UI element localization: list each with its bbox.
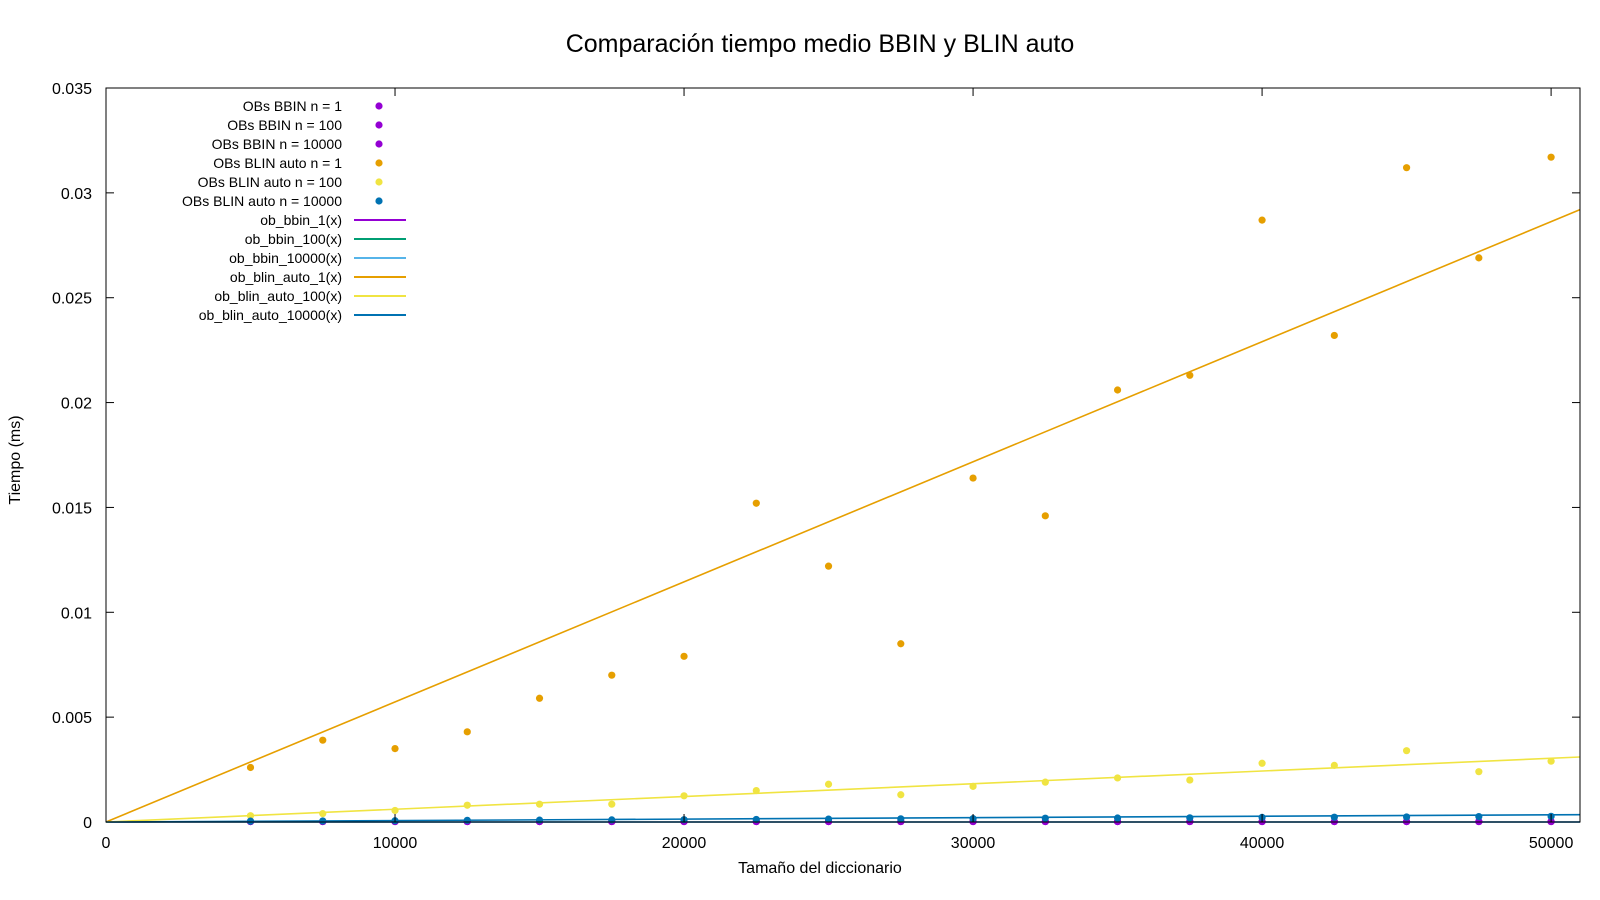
x-tick-label: 40000	[1240, 835, 1285, 852]
x-axis-label: Tamaño del diccionario	[738, 860, 902, 877]
legend-label: ob_blin_auto_10000(x)	[199, 307, 342, 323]
data-point-s3-7	[752, 499, 760, 507]
data-point-s4-5	[608, 800, 616, 808]
data-point-s3-16	[1402, 164, 1411, 172]
y-tick-label: 0.035	[52, 81, 92, 98]
data-point-s3-9	[897, 640, 905, 648]
data-point-s3-10	[969, 474, 977, 482]
data-point-s4-1	[319, 810, 327, 818]
axis-ticks: 0 10000 20000 30000 40000 50000 0 0.005 0.01 0.01…	[52, 81, 1580, 852]
legend-label: ob_bbin_100(x)	[245, 231, 342, 247]
y-axis-label: Tiempo (ms)	[7, 415, 24, 504]
data-point-s5-11	[1041, 814, 1049, 822]
data-point-s4-6	[680, 792, 688, 800]
legend-marker	[375, 140, 383, 148]
x-tick-label: 20000	[662, 835, 707, 852]
data-point-s5-7	[752, 815, 760, 824]
legend-label: ob_bbin_1(x)	[260, 212, 342, 228]
data-point-s4-4	[535, 800, 544, 808]
legend-label: ob_blin_auto_1(x)	[230, 269, 342, 285]
y-tick-label: 0.01	[61, 605, 92, 622]
data-point-s5-9	[897, 815, 905, 823]
data-point-s4-16	[1402, 747, 1411, 755]
data-point-s4-0	[246, 812, 255, 820]
data-point-s4-18	[1547, 757, 1555, 765]
legend-marker	[375, 178, 383, 186]
series-line-11	[105, 813, 1581, 823]
chart-title: Comparación tiempo medio BBIN y BLIN aut…	[566, 30, 1075, 58]
data-point-s3-14	[1258, 216, 1266, 224]
data-point-s4-15	[1330, 761, 1338, 769]
y-tick-label: 0	[83, 815, 92, 832]
data-point-s4-12	[1113, 774, 1122, 782]
data-point-s5-17	[1475, 812, 1483, 821]
data-point-s3-18	[1547, 153, 1555, 161]
data-point-s4-13	[1186, 776, 1194, 784]
y-tick-label: 0.03	[61, 186, 92, 203]
legend-marker	[375, 121, 383, 129]
plot-frame	[105, 87, 1581, 823]
legend-marker	[375, 197, 383, 205]
data-point-s5-3	[463, 816, 471, 824]
legend-label: OBs BBIN n = 10000	[212, 136, 343, 152]
data-point-s4-11	[1041, 778, 1049, 786]
data-point-s3-0	[246, 763, 255, 772]
legend-label: OBs BBIN n = 100	[227, 117, 342, 133]
legend-label: OBs BBIN n = 1	[243, 98, 342, 114]
x-tick-label: 10000	[373, 835, 418, 852]
y-tick-label: 0.005	[52, 710, 92, 727]
legend-marker	[375, 159, 383, 167]
data-point-s5-16	[1402, 813, 1411, 821]
data-point-s4-14	[1258, 759, 1266, 767]
legend-label: ob_blin_auto_100(x)	[214, 288, 342, 304]
data-point-s5-12	[1113, 814, 1122, 822]
data-point-s3-11	[1041, 512, 1049, 520]
x-tick-label: 0	[102, 835, 111, 852]
data-point-s3-12	[1113, 386, 1122, 394]
legend-label: OBs BLIN auto n = 100	[198, 174, 343, 190]
legend-label: OBs BLIN auto n = 10000	[182, 193, 342, 209]
y-tick-label: 0.015	[52, 500, 92, 517]
data-point-s5-4	[535, 816, 544, 824]
y-tick-label: 0.025	[52, 291, 92, 308]
data-point-s3-4	[535, 694, 544, 702]
legend: OBs BBIN n = 1 OBs BBIN n = 100 OBs BBIN n…	[182, 98, 406, 323]
y-tick-label: 0.02	[61, 396, 92, 413]
legend-label: ob_bbin_10000(x)	[229, 250, 342, 266]
data-point-s3-5	[608, 671, 616, 679]
data-point-s3-8	[824, 562, 833, 570]
x-tick-label: 50000	[1529, 835, 1574, 852]
data-point-s5-0	[246, 817, 255, 825]
data-point-s5-1	[319, 817, 327, 825]
data-point-s4-3	[463, 801, 471, 809]
data-point-s5-13	[1186, 814, 1194, 822]
data-point-s3-2	[391, 745, 399, 753]
series-line-10	[105, 756, 1581, 823]
data-point-s4-9	[897, 791, 905, 799]
data-point-s3-3	[463, 728, 471, 736]
data-point-s4-10	[969, 782, 977, 790]
data-point-s4-2	[391, 806, 399, 815]
data-point-s3-13	[1186, 371, 1194, 379]
legend-marker	[375, 102, 383, 110]
legend-label: OBs BLIN auto n = 1	[213, 155, 342, 171]
data-point-s3-6	[680, 652, 688, 660]
data-point-s3-17	[1475, 254, 1483, 262]
x-tick-label: 30000	[951, 835, 996, 852]
data-point-s4-7	[752, 786, 760, 795]
data-point-s4-17	[1475, 768, 1483, 776]
data-point-s5-8	[824, 815, 833, 823]
data-point-s3-15	[1330, 331, 1338, 340]
data-point-s3-1	[319, 736, 327, 744]
data-point-s5-15	[1330, 813, 1338, 821]
series-line-9	[105, 208, 1581, 823]
data-point-s4-8	[824, 780, 833, 788]
